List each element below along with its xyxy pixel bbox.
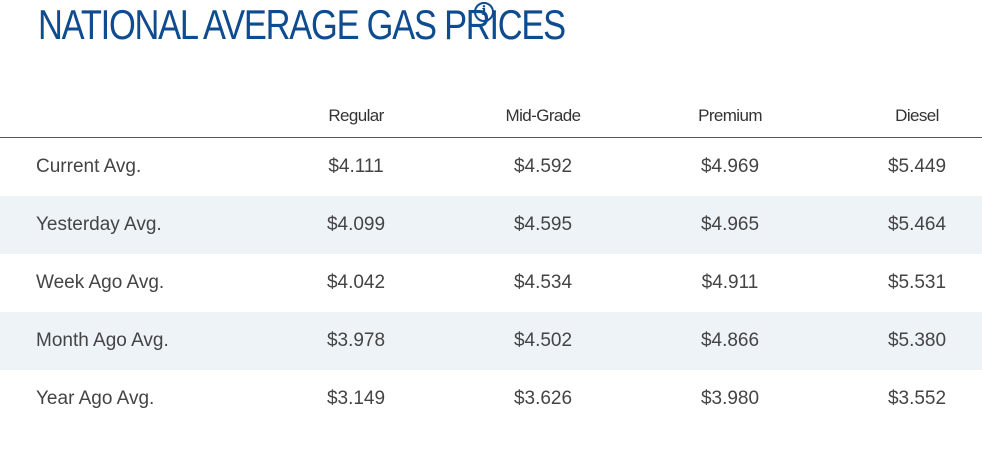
- price-diesel: $5.464: [887, 214, 947, 235]
- gas-prices-table: Regular Mid-Grade Premium Diesel Current…: [0, 92, 982, 428]
- row-label: Yesterday Avg.: [36, 214, 162, 235]
- row-label: Year Ago Avg.: [36, 388, 155, 409]
- price-regular: $3.149: [326, 388, 386, 409]
- price-mid-grade: $4.502: [513, 330, 573, 351]
- row-label: Current Avg.: [36, 156, 142, 177]
- price-premium: $4.969: [700, 156, 760, 177]
- table-row: Current Avg. $4.111 $4.592 $4.969 $5.449: [0, 138, 982, 196]
- row-label: Week Ago Avg.: [36, 272, 165, 293]
- table-row: Week Ago Avg. $4.042 $4.534 $4.911 $5.53…: [0, 254, 982, 312]
- price-regular: $4.099: [326, 214, 386, 235]
- page-header: NATIONAL AVERAGE GAS PRICES: [38, 2, 681, 48]
- table-header-row: Regular Mid-Grade Premium Diesel: [0, 92, 982, 138]
- price-regular: $4.042: [326, 272, 386, 293]
- price-mid-grade: $3.626: [513, 388, 573, 409]
- column-header-premium: Premium: [698, 106, 762, 125]
- table-row: Yesterday Avg. $4.099 $4.595 $4.965 $5.4…: [0, 196, 982, 254]
- price-diesel: $5.449: [887, 156, 947, 177]
- price-premium: $3.980: [700, 388, 760, 409]
- price-diesel: $3.552: [887, 388, 947, 409]
- price-premium: $4.866: [700, 330, 760, 351]
- column-header-mid-grade: Mid-Grade: [505, 106, 582, 125]
- price-premium: $4.965: [700, 214, 760, 235]
- info-icon[interactable]: i: [474, 2, 494, 22]
- column-header-diesel: Diesel: [895, 106, 939, 125]
- row-label: Month Ago Avg.: [36, 330, 169, 351]
- column-header-regular: Regular: [328, 106, 384, 125]
- price-mid-grade: $4.592: [513, 156, 573, 177]
- table-row: Year Ago Avg. $3.149 $3.626 $3.980 $3.55…: [0, 370, 982, 428]
- price-regular: $4.111: [328, 156, 384, 177]
- price-regular: $3.978: [326, 330, 386, 351]
- price-mid-grade: $4.534: [513, 272, 573, 293]
- table-row: Month Ago Avg. $3.978 $4.502 $4.866 $5.3…: [0, 312, 982, 370]
- price-premium: $4.911: [701, 272, 759, 293]
- price-mid-grade: $4.595: [513, 214, 573, 235]
- price-diesel: $5.531: [887, 272, 947, 293]
- price-diesel: $5.380: [887, 330, 947, 351]
